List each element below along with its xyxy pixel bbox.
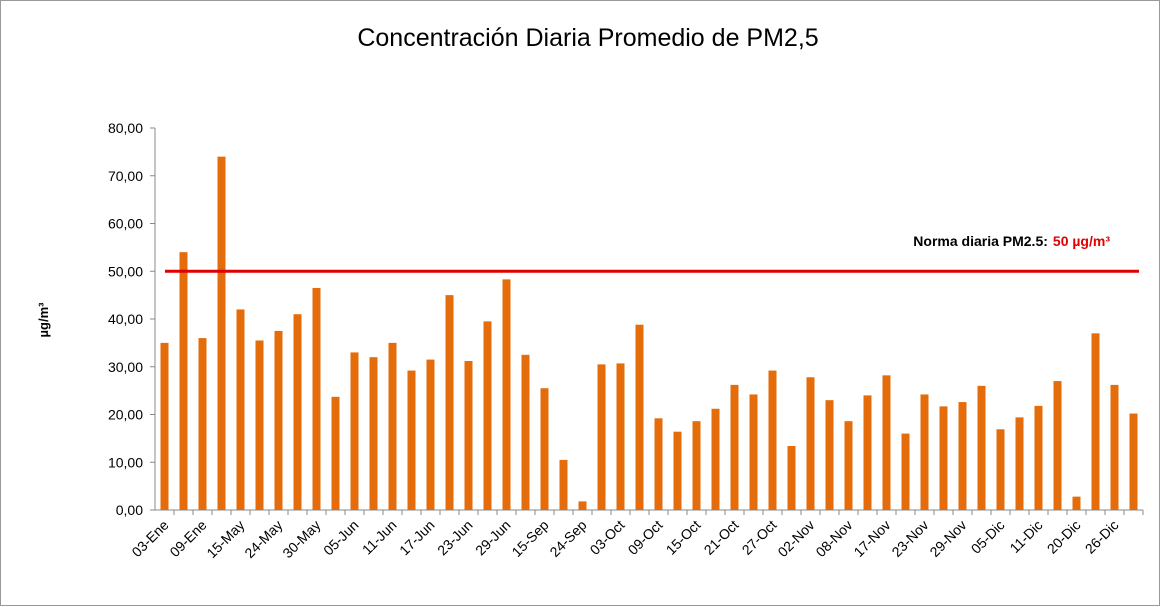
bar <box>1091 333 1100 510</box>
bar <box>1110 384 1119 510</box>
bar <box>1129 413 1138 510</box>
y-tick-label: 70,00 <box>108 168 143 184</box>
bar <box>673 431 682 510</box>
bar <box>426 359 435 510</box>
y-tick-label: 0,00 <box>116 502 143 518</box>
bar <box>160 342 169 510</box>
bar <box>1072 496 1081 510</box>
bar <box>901 433 910 510</box>
bar <box>1034 405 1043 510</box>
y-tick-label: 40,00 <box>108 311 143 327</box>
bar <box>293 314 302 510</box>
bar <box>806 377 815 510</box>
bar <box>939 406 948 510</box>
bar <box>445 295 454 510</box>
threshold-text: Norma diaria PM2.5: <box>913 233 1048 249</box>
bar <box>882 375 891 510</box>
y-tick-label: 10,00 <box>108 454 143 470</box>
bar <box>388 342 397 510</box>
bar <box>331 396 340 510</box>
bar <box>730 384 739 510</box>
bar <box>787 446 796 510</box>
bar <box>844 421 853 510</box>
bar <box>825 400 834 510</box>
bar <box>635 324 644 510</box>
bar <box>179 252 188 510</box>
bar <box>369 357 378 510</box>
bar <box>1053 381 1062 510</box>
bar <box>350 352 359 510</box>
threshold-label: 50 µg/m³ <box>1053 233 1110 249</box>
bar <box>977 385 986 510</box>
bar <box>996 429 1005 510</box>
bar <box>198 338 207 510</box>
bar <box>768 370 777 510</box>
bar <box>502 279 511 510</box>
bar <box>255 340 264 510</box>
bar <box>920 394 929 510</box>
chart-title: Concentración Diaria Promedio de PM2,5 <box>357 24 818 52</box>
bar <box>654 418 663 510</box>
bar <box>692 421 701 510</box>
bar <box>274 330 283 510</box>
bar <box>863 395 872 510</box>
bar <box>616 363 625 510</box>
y-axis-label: µg/m³ <box>36 302 51 338</box>
y-tick-label: 60,00 <box>108 216 143 232</box>
bar <box>578 501 587 510</box>
bar <box>711 408 720 510</box>
bar <box>540 388 549 510</box>
bar <box>749 394 758 510</box>
bar <box>312 287 321 510</box>
threshold-annotation: Norma diaria PM2.5: 50 µg/m³ <box>913 233 1110 249</box>
bar <box>407 370 416 510</box>
bar <box>217 156 226 510</box>
bar <box>521 354 530 510</box>
bar <box>597 364 606 510</box>
bar <box>1015 417 1024 510</box>
y-tick-label: 30,00 <box>108 359 143 375</box>
bar <box>559 459 568 510</box>
bar <box>958 402 967 510</box>
y-tick-label: 20,00 <box>108 407 143 423</box>
bar <box>483 321 492 510</box>
bar <box>236 309 245 510</box>
y-tick-label: 80,00 <box>108 120 143 136</box>
y-tick-label: 50,00 <box>108 263 143 279</box>
bar <box>464 361 473 510</box>
